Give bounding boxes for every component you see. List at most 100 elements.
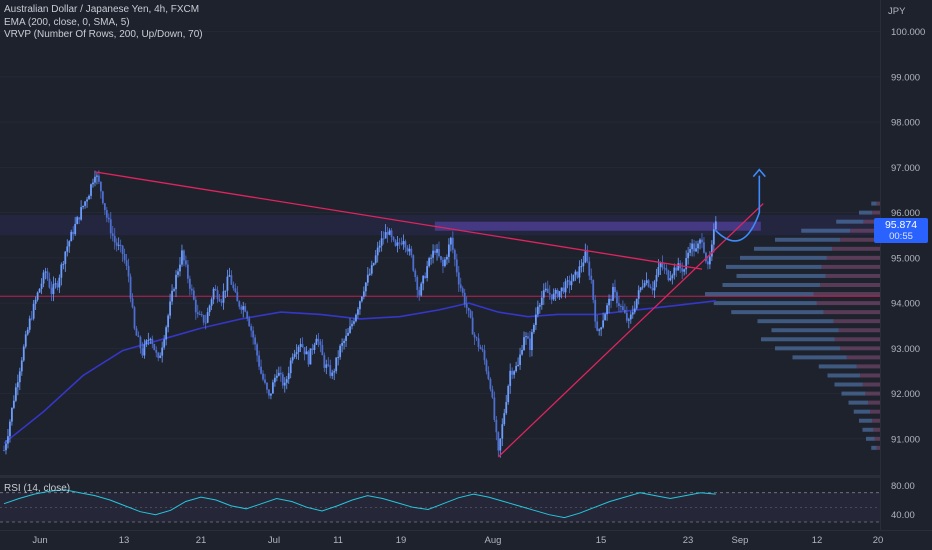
- candle-body: [489, 379, 492, 390]
- price-axis[interactable]: JPY 100.000 99.000 98.000 97.000 96.000 95.000…: [888, 6, 925, 521]
- candle-body: [125, 260, 128, 266]
- volume-bar-up: [818, 364, 857, 369]
- volume-bar-down: [832, 246, 880, 251]
- candle-body: [66, 246, 69, 252]
- volume-bar-down: [838, 328, 880, 333]
- candle-body: [236, 291, 239, 302]
- candle-body: [404, 241, 407, 248]
- candle-body: [72, 231, 75, 235]
- candle-body: [621, 306, 624, 310]
- candle-body: [444, 259, 446, 267]
- candle-body: [491, 389, 494, 398]
- forecast-arrowhead: [752, 168, 766, 178]
- candle-body: [372, 263, 375, 266]
- volume-bar-up: [859, 418, 873, 423]
- candle-body: [252, 330, 255, 338]
- volume-bar-down: [876, 445, 880, 450]
- candle-body: [380, 238, 383, 246]
- candle-body: [143, 344, 146, 356]
- candle-body: [639, 287, 642, 291]
- candle-body: [347, 332, 349, 336]
- candle-body: [620, 306, 622, 308]
- candle-body: [616, 292, 618, 304]
- vrvp-indicator-label[interactable]: VRVP (Number Of Rows, 200, Up/Down, 70): [4, 29, 203, 40]
- bar-countdown: 00:55: [889, 231, 913, 242]
- candle-body: [175, 274, 177, 290]
- candle-body: [161, 347, 164, 356]
- candle-body: [254, 337, 257, 345]
- candle-body: [451, 237, 454, 250]
- time-tick-label: 12: [812, 535, 823, 546]
- candle-body: [163, 339, 166, 348]
- candle-body: [633, 308, 636, 313]
- pane-separator: [0, 475, 880, 478]
- candle-body: [268, 389, 270, 396]
- ema-indicator-label[interactable]: EMA (200, close, 0, SMA, 5): [4, 16, 130, 28]
- candle-body: [165, 327, 168, 340]
- candle-body: [438, 249, 440, 257]
- time-tick-label: 21: [196, 535, 207, 546]
- candle-body: [38, 288, 41, 293]
- candle-body: [119, 244, 122, 246]
- candle-body: [457, 272, 460, 285]
- candle-body: [699, 239, 701, 244]
- candle-body: [68, 241, 71, 247]
- forecast-arrow[interactable]: [715, 168, 766, 242]
- volume-profile: [705, 201, 880, 450]
- candle-body: [631, 312, 634, 315]
- candle-body: [556, 290, 559, 298]
- candle-body: [374, 255, 377, 264]
- candle-body: [289, 360, 292, 374]
- candle-body: [137, 335, 140, 337]
- candle-body: [333, 371, 336, 373]
- candle-body: [139, 336, 142, 349]
- candle-body: [586, 251, 589, 262]
- candle-body: [266, 382, 268, 390]
- candle-body: [183, 250, 185, 261]
- candle-body: [596, 321, 599, 331]
- candle-body: [649, 286, 652, 289]
- candle-body: [542, 290, 545, 298]
- symbol-title[interactable]: Australian Dollar / Japanese Yen, 4h, FX…: [4, 4, 200, 15]
- volume-bar-up: [757, 319, 834, 324]
- candle-body: [44, 271, 47, 273]
- candle-body: [550, 294, 553, 300]
- candle-body: [113, 235, 116, 243]
- candle-body: [584, 251, 587, 263]
- candle-body: [406, 247, 409, 252]
- candle-body: [544, 288, 547, 291]
- candle-body: [94, 176, 96, 183]
- candle-body: [275, 375, 278, 378]
- candle-body: [327, 364, 330, 366]
- candle-body: [226, 276, 229, 291]
- candle-body: [414, 270, 417, 277]
- volume-bar-up: [792, 355, 847, 360]
- trendlines[interactable]: [94, 171, 764, 458]
- candle-body: [447, 244, 450, 257]
- candle-body: [86, 199, 88, 202]
- candle-body: [5, 443, 7, 451]
- candle-body: [232, 284, 235, 289]
- volume-bar-up: [722, 283, 821, 287]
- candle-body: [293, 354, 296, 357]
- candle-body: [329, 365, 332, 376]
- candle-body: [461, 288, 464, 293]
- candle-body: [592, 279, 595, 300]
- candle-body: [279, 372, 282, 375]
- volume-bar-down: [872, 418, 880, 423]
- candle-body: [32, 303, 35, 319]
- candle-body: [224, 290, 227, 292]
- candle-body: [78, 217, 81, 220]
- candle-body: [669, 278, 672, 281]
- price-axis-border: [880, 0, 881, 530]
- price-tick-label: 93.000: [891, 344, 920, 355]
- candle-body: [273, 377, 276, 383]
- time-axis[interactable]: Jun 13 21 Jul 11 19 Aug 15 23 Sep 12 20: [32, 535, 883, 546]
- candle-body: [574, 271, 577, 275]
- volume-bar-up: [736, 273, 826, 278]
- candle-body: [396, 242, 399, 246]
- candle-body: [426, 266, 429, 278]
- rsi-indicator-label[interactable]: RSI (14, close): [4, 483, 71, 494]
